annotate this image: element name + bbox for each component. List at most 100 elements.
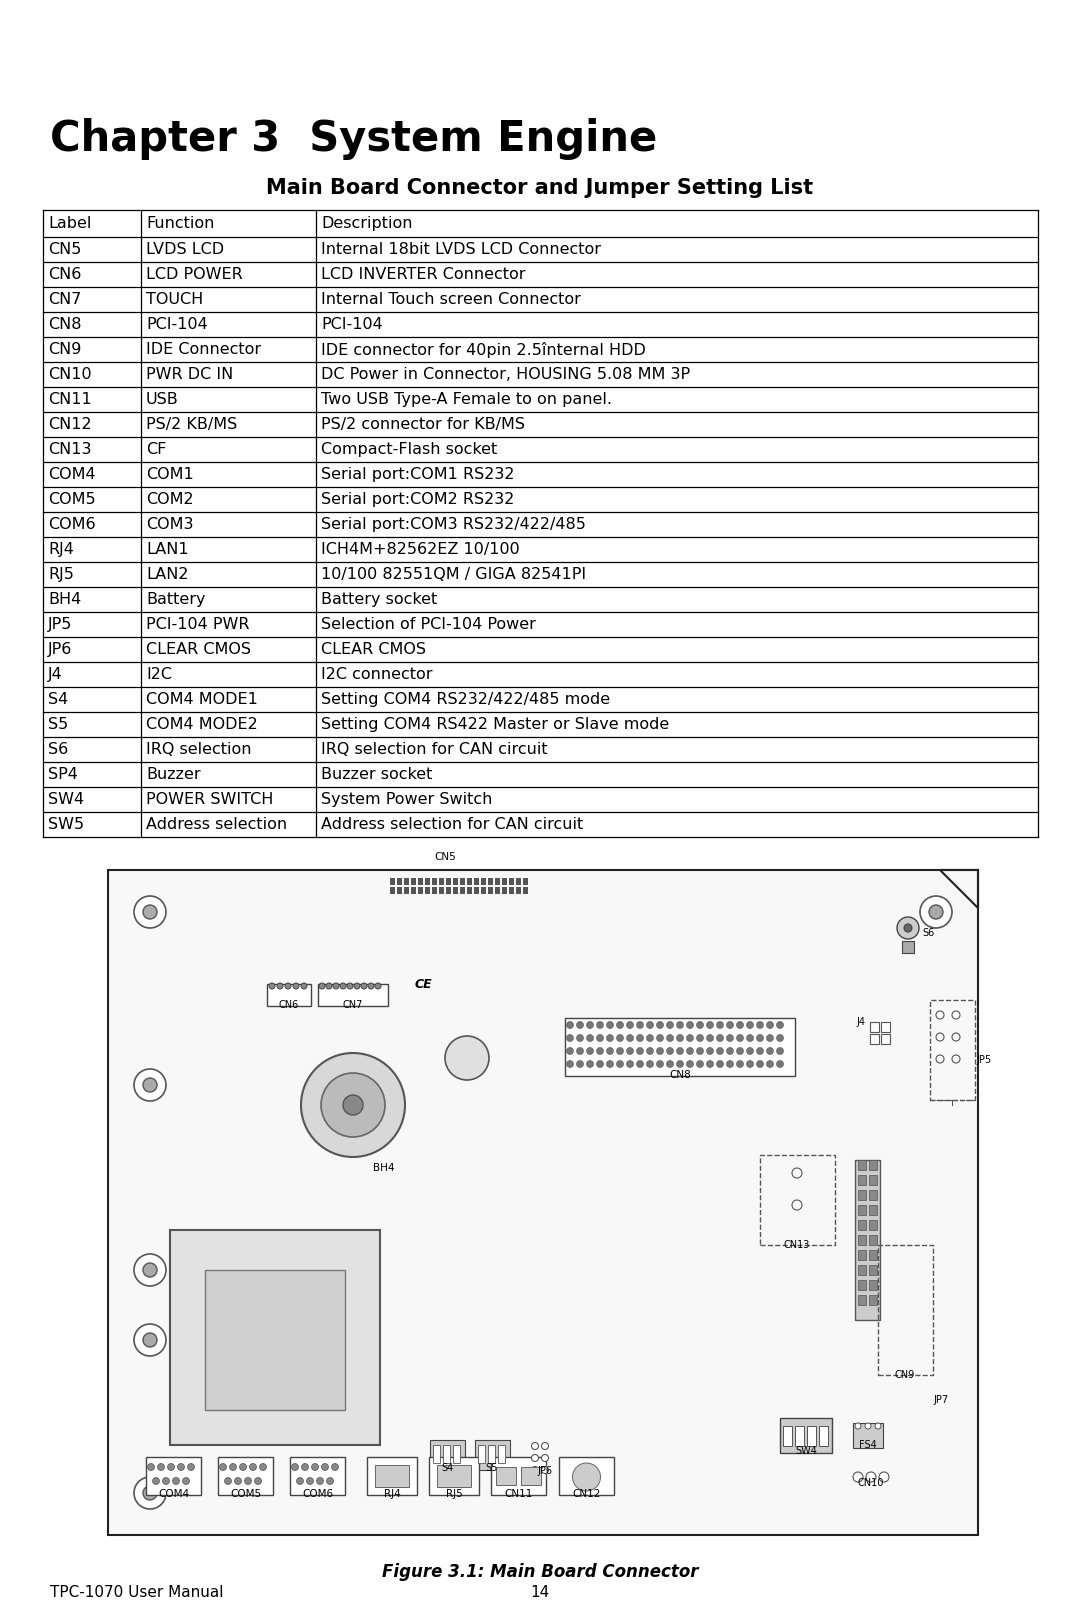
- Circle shape: [657, 1034, 663, 1042]
- Text: RJ4: RJ4: [48, 542, 73, 557]
- Circle shape: [746, 1034, 754, 1042]
- Bar: [870, 1034, 879, 1044]
- Text: JP6: JP6: [538, 1466, 553, 1476]
- Text: CN6: CN6: [279, 1000, 299, 1010]
- Circle shape: [143, 904, 157, 919]
- Circle shape: [792, 1201, 802, 1210]
- Circle shape: [706, 1034, 714, 1042]
- Bar: [146, 1456, 201, 1495]
- Circle shape: [687, 1034, 693, 1042]
- Circle shape: [244, 1477, 252, 1484]
- Text: S4: S4: [48, 693, 68, 707]
- Bar: [474, 879, 480, 885]
- Bar: [795, 1425, 804, 1446]
- Text: COM6: COM6: [48, 518, 96, 532]
- Circle shape: [134, 1069, 166, 1100]
- Circle shape: [617, 1021, 623, 1029]
- Bar: [881, 1034, 890, 1044]
- Text: Battery socket: Battery socket: [321, 592, 437, 607]
- Circle shape: [143, 1264, 157, 1277]
- Circle shape: [607, 1060, 613, 1068]
- Circle shape: [657, 1047, 663, 1055]
- Circle shape: [541, 1455, 549, 1461]
- Bar: [783, 1425, 792, 1446]
- Bar: [516, 887, 521, 895]
- Text: PCI-104 PWR: PCI-104 PWR: [146, 616, 249, 633]
- Circle shape: [853, 1472, 863, 1482]
- Bar: [858, 1175, 866, 1184]
- Text: 14: 14: [530, 1586, 550, 1600]
- Circle shape: [354, 984, 360, 989]
- Text: CN8: CN8: [48, 317, 81, 332]
- Circle shape: [269, 984, 275, 989]
- Bar: [170, 1230, 380, 1445]
- Circle shape: [541, 1443, 549, 1450]
- Text: Function: Function: [146, 215, 214, 231]
- Bar: [318, 984, 388, 1006]
- Text: PWR DC IN: PWR DC IN: [146, 367, 233, 382]
- Circle shape: [936, 1011, 944, 1019]
- Bar: [404, 879, 409, 885]
- Text: CN6: CN6: [48, 267, 81, 282]
- Bar: [760, 1155, 835, 1244]
- Circle shape: [756, 1047, 764, 1055]
- Bar: [433, 1445, 440, 1463]
- Text: COM3: COM3: [146, 518, 193, 532]
- Circle shape: [666, 1021, 674, 1029]
- Polygon shape: [940, 870, 978, 908]
- Circle shape: [676, 1034, 684, 1042]
- Bar: [491, 1456, 546, 1495]
- Circle shape: [368, 984, 374, 989]
- Circle shape: [333, 984, 339, 989]
- Circle shape: [567, 1047, 573, 1055]
- Text: DC Power in Connector, HOUSING 5.08 MM 3P: DC Power in Connector, HOUSING 5.08 MM 3…: [321, 367, 690, 382]
- Text: CN13: CN13: [784, 1239, 810, 1251]
- Text: Selection of PCI-104 Power: Selection of PCI-104 Power: [321, 616, 536, 633]
- Circle shape: [297, 1477, 303, 1484]
- Text: JP7: JP7: [933, 1395, 948, 1404]
- Circle shape: [626, 1034, 634, 1042]
- Text: J4: J4: [48, 667, 63, 683]
- Bar: [437, 1464, 471, 1487]
- Circle shape: [292, 1464, 298, 1471]
- Circle shape: [229, 1464, 237, 1471]
- Bar: [488, 1445, 495, 1463]
- Bar: [426, 879, 430, 885]
- Bar: [878, 1244, 933, 1375]
- Bar: [858, 1189, 866, 1201]
- Bar: [509, 879, 514, 885]
- Bar: [430, 1440, 465, 1471]
- Bar: [869, 1265, 877, 1275]
- Circle shape: [225, 1477, 231, 1484]
- Text: CN5: CN5: [48, 243, 81, 257]
- Text: Setting COM4 RS422 Master or Slave mode: Setting COM4 RS422 Master or Slave mode: [321, 717, 670, 731]
- Circle shape: [666, 1047, 674, 1055]
- Circle shape: [572, 1463, 600, 1492]
- Circle shape: [951, 1032, 960, 1040]
- Text: COM5: COM5: [48, 492, 96, 506]
- Bar: [418, 879, 423, 885]
- Circle shape: [756, 1060, 764, 1068]
- Bar: [467, 887, 472, 895]
- Bar: [108, 870, 978, 1535]
- Bar: [411, 887, 416, 895]
- Bar: [488, 879, 492, 885]
- Bar: [432, 879, 437, 885]
- Text: LAN1: LAN1: [146, 542, 189, 557]
- Circle shape: [767, 1060, 773, 1068]
- Circle shape: [301, 1464, 309, 1471]
- Circle shape: [617, 1047, 623, 1055]
- Circle shape: [134, 1254, 166, 1286]
- Bar: [475, 1440, 510, 1471]
- Circle shape: [617, 1060, 623, 1068]
- Circle shape: [177, 1464, 185, 1471]
- Bar: [438, 887, 444, 895]
- Circle shape: [697, 1060, 703, 1068]
- Text: S4: S4: [441, 1463, 454, 1472]
- Text: Serial port:COM2 RS232: Serial port:COM2 RS232: [321, 492, 514, 506]
- Bar: [474, 887, 480, 895]
- Text: TOUCH: TOUCH: [146, 291, 203, 307]
- Bar: [858, 1251, 866, 1260]
- Circle shape: [866, 1472, 876, 1482]
- Text: CN9: CN9: [48, 341, 81, 358]
